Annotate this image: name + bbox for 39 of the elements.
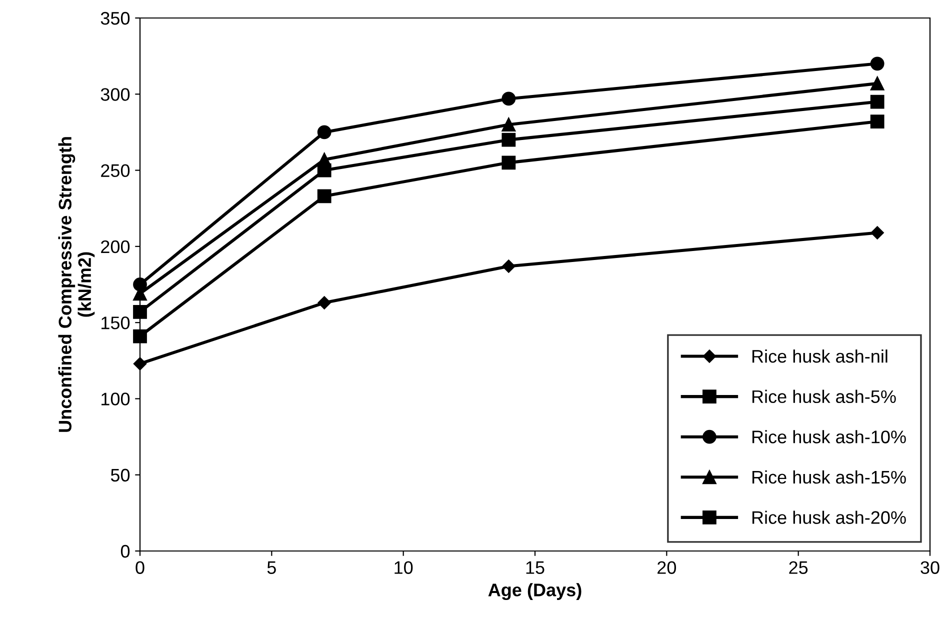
y-tick-label: 300 — [100, 88, 130, 101]
legend-label: Rice husk ash-nil — [752, 349, 888, 363]
x-tick-label: 10 — [394, 561, 413, 574]
legend-label: Rice husk ash-10% — [752, 430, 906, 444]
point — [502, 92, 516, 106]
point — [502, 118, 516, 132]
y-tick-label: 100 — [102, 392, 130, 406]
point — [317, 189, 332, 204]
y-tick-label: 50 — [110, 468, 130, 482]
point — [502, 132, 516, 147]
point — [502, 260, 516, 273]
point — [133, 329, 147, 344]
x-tick-label: 0 — [136, 561, 144, 574]
x-tick-label: 25 — [789, 561, 808, 574]
point — [317, 125, 332, 140]
point — [870, 94, 884, 109]
point — [870, 114, 884, 128]
y-tick-label: 250 — [101, 164, 130, 178]
legend-label: Rice husk ash-20% — [752, 510, 906, 524]
point — [870, 76, 884, 90]
point — [502, 156, 516, 170]
legend-label: Rice husk ash-15% — [752, 470, 906, 484]
point — [133, 357, 147, 370]
y-tick-label: 0 — [120, 544, 130, 558]
x-tick-label: 20 — [658, 561, 676, 574]
y-tick-label: 150 — [102, 316, 130, 330]
point — [870, 56, 884, 71]
y-tick-label: 200 — [101, 240, 130, 254]
y-axis-title: Unconfined Compressive Strength (kN/m2) — [58, 137, 95, 432]
y-tick-label: 350 — [100, 12, 130, 25]
point — [318, 296, 331, 310]
point — [317, 163, 332, 178]
x-tick-label: 30 — [920, 561, 940, 574]
point — [133, 304, 147, 319]
x-axis-title: Age (Days) — [488, 583, 582, 600]
point — [870, 226, 884, 240]
legend-label: Rice husk ash-5% — [752, 390, 896, 404]
x-tick-label: 15 — [526, 561, 544, 574]
x-tick-label: 5 — [267, 561, 276, 574]
